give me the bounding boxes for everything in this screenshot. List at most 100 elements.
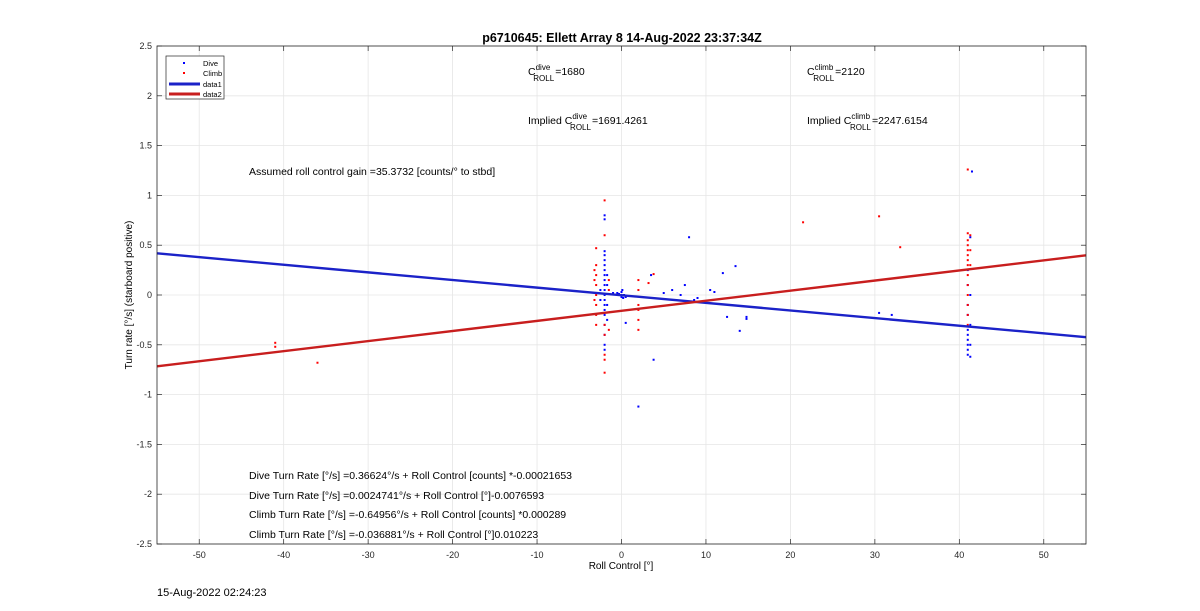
y-tick-label: 0 xyxy=(147,290,152,300)
y-tick-label: -1 xyxy=(144,390,152,400)
data-point-dive xyxy=(603,298,606,301)
data-point-dive xyxy=(966,343,969,346)
data-point-dive xyxy=(603,284,606,287)
data-point-climb xyxy=(966,284,969,287)
data-point-climb xyxy=(969,264,972,267)
equation-climb-counts: Climb Turn Rate [°/s] =-0.64956°/s + Rol… xyxy=(249,509,566,521)
data-point-dive xyxy=(624,295,627,298)
data-point-dive xyxy=(606,284,609,287)
y-tick-label: -2.5 xyxy=(136,539,152,549)
data-point-dive xyxy=(603,218,606,221)
x-axis-label: Roll Control [°] xyxy=(589,561,654,572)
data-point-climb xyxy=(637,279,640,282)
data-point-dive xyxy=(599,289,602,292)
data-point-climb xyxy=(969,249,972,252)
data-point-climb xyxy=(637,303,640,306)
data-point-dive xyxy=(606,274,609,277)
data-point-dive xyxy=(652,358,655,361)
data-point-dive xyxy=(671,289,674,292)
data-point-climb xyxy=(603,358,606,361)
legend: Dive Climb data1 data2 xyxy=(165,55,225,100)
legend-label-dive: Dive xyxy=(203,59,218,68)
data-point-climb xyxy=(593,279,596,282)
data-point-climb xyxy=(966,274,969,277)
annotation-implied-climb: Implied Cclimb ROLL=2247.6154 xyxy=(807,112,928,132)
data-point-climb xyxy=(802,221,805,224)
data-point-dive xyxy=(693,298,696,301)
data-point-dive xyxy=(679,294,682,296)
x-tick-label: 40 xyxy=(954,550,964,560)
data-point-dive xyxy=(734,265,737,268)
data-point-climb xyxy=(637,318,640,321)
y-tick-label: 2 xyxy=(147,91,152,101)
data-point-climb xyxy=(316,361,319,364)
data-point-dive xyxy=(620,291,623,294)
data-point-climb xyxy=(595,303,598,306)
data-point-dive xyxy=(603,303,606,306)
data-point-climb xyxy=(593,298,596,301)
data-point-climb xyxy=(607,328,610,331)
x-tick-label: -30 xyxy=(362,550,375,560)
equation-climb-degrees: Climb Turn Rate [°/s] =-0.036881°/s + Ro… xyxy=(249,529,538,541)
data-point-climb xyxy=(637,289,640,292)
data-point-climb xyxy=(966,244,969,247)
data-point-dive xyxy=(599,298,602,301)
data-point-dive xyxy=(966,333,969,336)
data-point-dive xyxy=(603,313,606,316)
data-point-climb xyxy=(966,239,969,242)
data-point-climb xyxy=(899,246,902,249)
data-point-climb xyxy=(966,254,969,257)
data-point-climb xyxy=(647,282,650,285)
data-point-climb xyxy=(969,234,972,237)
data-point-dive xyxy=(603,348,606,351)
x-tick-label: 50 xyxy=(1039,550,1049,560)
data-point-dive xyxy=(969,355,972,358)
x-tick-label: -10 xyxy=(531,550,544,560)
data-point-dive xyxy=(969,236,972,239)
data-point-dive xyxy=(662,292,665,295)
data-point-climb xyxy=(595,294,598,296)
data-point-climb xyxy=(274,345,277,348)
data-point-dive xyxy=(683,284,686,287)
data-point-dive xyxy=(616,292,619,295)
series-line-data2 xyxy=(156,254,1087,368)
data-point-climb xyxy=(966,313,969,316)
data-point-dive xyxy=(603,279,606,282)
x-tick-label: -50 xyxy=(193,550,206,560)
annotation-implied-dive: Implied Cdive ROLL=1691.4261 xyxy=(528,112,648,132)
y-tick-label: 1 xyxy=(147,190,152,200)
data-point-climb xyxy=(637,328,640,331)
data-point-dive xyxy=(603,274,606,277)
legend-label-climb: Climb xyxy=(203,69,222,78)
data-point-climb xyxy=(595,284,598,287)
data-point-dive xyxy=(726,315,729,318)
data-point-climb xyxy=(607,289,610,292)
legend-label-data2: data2 xyxy=(203,90,222,99)
legend-box xyxy=(165,55,225,100)
data-point-dive xyxy=(603,264,606,267)
y-tick-label: 2.5 xyxy=(139,41,152,51)
chart-title: p6710645: Ellett Array 8 14-Aug-2022 23:… xyxy=(482,31,762,45)
data-point-climb xyxy=(593,269,596,272)
legend-label-data1: data1 xyxy=(203,80,222,89)
data-point-climb xyxy=(603,199,606,202)
data-point-climb xyxy=(603,234,606,237)
data-point-dive xyxy=(603,254,606,257)
data-point-climb xyxy=(652,273,655,276)
data-point-climb xyxy=(603,333,606,336)
data-point-dive xyxy=(603,214,606,217)
x-tick-label: 20 xyxy=(785,550,795,560)
data-point-dive xyxy=(969,343,972,346)
data-point-climb xyxy=(595,323,598,326)
axis-ticks: -50 -40 -30 -20 -10 0 10 20 30 40 50-2.5-2-1.5-1-0… xyxy=(136,41,1086,560)
data-point-climb xyxy=(595,274,598,277)
equation-dive-counts: Dive Turn Rate [°/s] =0.36624°/s + Roll … xyxy=(249,470,572,482)
annotation-c-climb: Cclimb ROLL=2120 xyxy=(807,63,865,83)
data-point-dive xyxy=(603,308,606,311)
data-point-dive xyxy=(622,296,625,299)
data-point-climb xyxy=(966,168,969,171)
data-point-climb xyxy=(603,371,606,374)
data-point-dive xyxy=(620,295,623,298)
data-point-dive xyxy=(966,328,969,331)
data-point-dive xyxy=(966,353,969,356)
